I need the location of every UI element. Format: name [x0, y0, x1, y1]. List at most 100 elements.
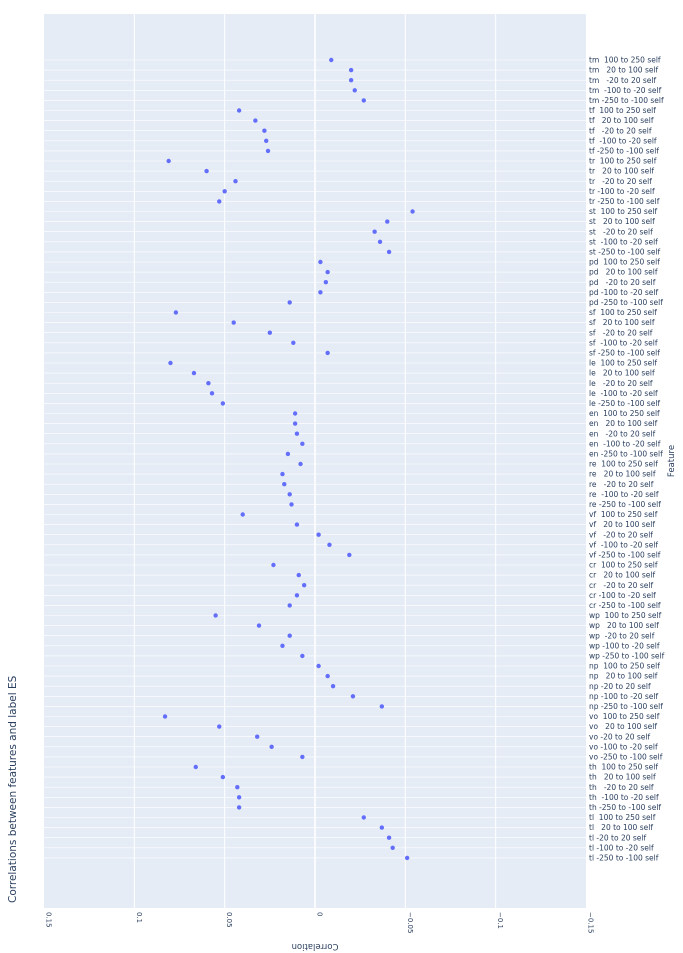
data-point	[231, 320, 236, 325]
feature-tick-label: le -20 to 20 self	[589, 379, 653, 388]
data-point	[348, 78, 354, 83]
y-axis-title: Feature	[667, 445, 677, 477]
feature-tick-label: vf 20 to 100 self	[589, 520, 655, 529]
data-point	[323, 280, 329, 285]
data-point	[235, 785, 240, 790]
data-point	[285, 451, 291, 457]
data-point	[280, 471, 285, 477]
feature-tick-label: cr -20 to 20 self	[589, 581, 653, 590]
feature-tick-label: tl -20 to 20 self	[589, 833, 646, 842]
data-point	[173, 310, 179, 315]
data-point	[264, 138, 269, 143]
feature-tick-label: sf 20 to 100 self	[589, 318, 655, 327]
feature-tick-label: re -250 to -100 self	[589, 500, 661, 509]
data-point	[294, 593, 300, 598]
data-point	[166, 158, 171, 164]
feature-tick-label: pd 20 to 100 self	[589, 268, 658, 277]
data-point	[220, 774, 226, 780]
feature-tick-label: st 20 to 100 self	[589, 217, 655, 226]
data-point	[217, 724, 222, 729]
feature-tick-label: np 100 to 250 self	[589, 662, 660, 671]
data-point	[294, 431, 300, 436]
feature-tick-label: re -20 to 20 self	[589, 480, 654, 489]
feature-tick-label: pd -250 to -100 self	[589, 298, 663, 307]
data-point	[372, 229, 377, 234]
feature-tick-label: np 20 to 100 self	[589, 672, 658, 681]
data-point	[287, 633, 292, 638]
data-point	[390, 845, 395, 850]
feature-tick-label: cr 20 to 100 self	[589, 571, 656, 580]
data-point	[352, 88, 357, 93]
feature-tick-label: en -20 to 20 self	[589, 429, 656, 438]
data-point	[217, 199, 222, 204]
data-point	[410, 209, 415, 214]
feature-tick-label: st -100 to -20 self	[589, 237, 658, 246]
feature-tick-label: pd -100 to -20 self	[589, 288, 658, 297]
feature-tick-label: vo -20 to 20 self	[589, 732, 650, 741]
data-point	[280, 643, 285, 648]
feature-tick-label: tf -20 to 20 self	[589, 126, 652, 135]
feature-tick-label: cr -250 to -100 self	[589, 601, 661, 610]
data-point	[330, 684, 336, 689]
data-point	[316, 532, 321, 537]
data-point	[254, 734, 260, 739]
feature-tick-label: en -250 to -100 self	[589, 450, 663, 459]
data-point	[289, 502, 294, 507]
data-point	[327, 542, 332, 547]
feature-tick-label: le -250 to -100 self	[589, 399, 660, 408]
data-point	[262, 128, 267, 133]
correlation-tick-label: −0.05	[406, 912, 414, 933]
data-point	[296, 572, 301, 578]
feature-tick-label: pd 100 to 250 self	[589, 258, 660, 267]
data-point	[379, 825, 385, 830]
feature-tick-label: vf -250 to -100 self	[589, 551, 661, 560]
feature-tick-label: re -100 to -20 self	[589, 490, 659, 499]
data-point	[269, 744, 274, 749]
feature-tick-label: tm 20 to 100 self	[589, 66, 659, 75]
data-point	[325, 350, 330, 356]
feature-tick-label: th -100 to -20 self	[589, 793, 659, 802]
data-point	[233, 179, 238, 184]
data-point	[294, 522, 300, 527]
feature-tick-label: st -250 to -100 self	[589, 248, 661, 257]
data-point	[236, 805, 242, 810]
data-point	[287, 300, 292, 305]
data-point	[298, 461, 303, 467]
correlation-tick-label: 0.1	[135, 912, 143, 923]
data-point	[213, 613, 218, 618]
data-point	[267, 330, 273, 335]
chart-title: Correlations between features and label …	[7, 675, 19, 903]
feature-tick-label: le 20 to 100 self	[589, 369, 655, 378]
feature-tick-label: tr -250 to -100 self	[589, 197, 660, 206]
feature-tick-label: tr -100 to -20 self	[589, 187, 655, 196]
feature-tick-label: pd -20 to 20 self	[589, 278, 656, 287]
data-point	[361, 815, 366, 820]
data-point	[193, 764, 198, 770]
data-point	[253, 118, 258, 123]
data-point	[256, 623, 262, 628]
feature-tick-label: th 20 to 100 self	[589, 773, 656, 782]
correlation-tick-label: 0.15	[45, 912, 53, 928]
data-point	[265, 148, 271, 154]
feature-tick-label: re 100 to 250 self	[589, 460, 658, 469]
feature-tick-label: cr 100 to 250 self	[589, 561, 658, 570]
data-point	[300, 653, 305, 659]
feature-tick-label: tm -20 to 20 self	[589, 76, 656, 85]
data-point	[209, 391, 215, 396]
data-point	[291, 340, 296, 345]
data-point	[300, 441, 305, 446]
data-point	[385, 219, 390, 224]
data-point	[347, 552, 352, 558]
feature-tick-label: tf -100 to -20 self	[589, 136, 657, 145]
data-point	[318, 290, 323, 295]
data-point	[236, 795, 242, 800]
data-point	[348, 67, 354, 73]
data-point	[377, 239, 383, 244]
feature-tick-label: th 100 to 250 self	[589, 763, 658, 772]
feature-tick-label: wp 100 to 250 self	[589, 611, 662, 620]
x-axis-title: Correlation	[292, 941, 339, 951]
feature-tick-label: vf -20 to 20 self	[589, 530, 653, 539]
data-point	[300, 754, 305, 760]
data-point	[379, 704, 385, 709]
data-point	[329, 57, 334, 63]
